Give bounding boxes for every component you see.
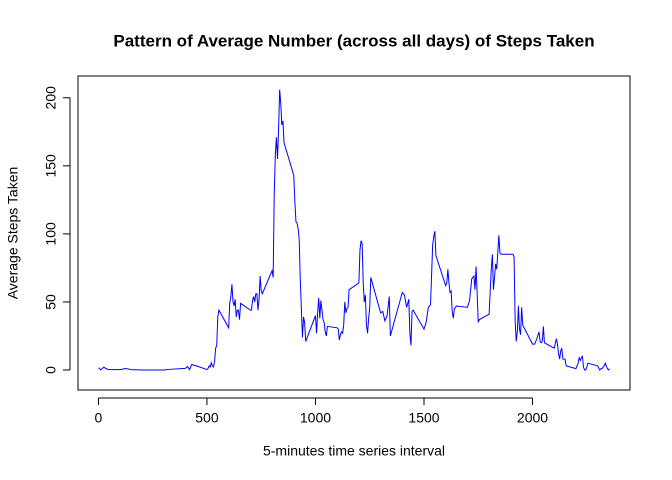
x-tick-label: 0 bbox=[95, 410, 103, 426]
y-tick-label: 0 bbox=[43, 366, 59, 374]
y-tick-label: 200 bbox=[43, 86, 59, 110]
plot-box bbox=[77, 75, 631, 391]
data-line bbox=[98, 89, 610, 371]
x-tick-label: 1500 bbox=[408, 410, 439, 426]
x-tick-label: 500 bbox=[195, 410, 219, 426]
x-tick-label: 2000 bbox=[517, 410, 548, 426]
chart-title: Pattern of Average Number (across all da… bbox=[113, 31, 594, 50]
x-axis-label: 5-minutes time series interval bbox=[263, 443, 445, 459]
y-axis-label: Average Steps Taken bbox=[5, 167, 21, 300]
x-tick-label: 1000 bbox=[300, 410, 331, 426]
y-tick-label: 100 bbox=[43, 222, 59, 246]
y-tick-label: 150 bbox=[43, 154, 59, 178]
y-tick-label: 50 bbox=[43, 294, 59, 310]
